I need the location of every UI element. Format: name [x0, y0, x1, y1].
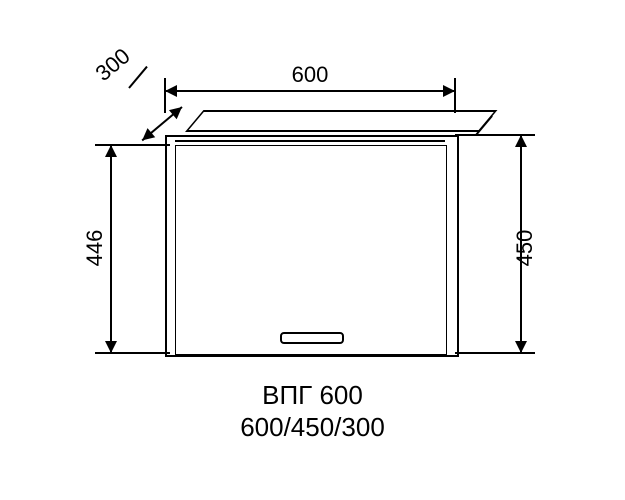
- top-reveal-line: [175, 140, 445, 142]
- dim-height-right-label: 450: [512, 223, 538, 273]
- dim-height-left-arrow: [110, 145, 112, 353]
- dim-width-arrow: [165, 90, 455, 92]
- diagram-title: ВПГ 600: [0, 380, 625, 411]
- diagram-canvas: 600 300 446 450 ВПГ 600 600/450/300: [0, 0, 625, 500]
- cabinet-top-face: [185, 110, 497, 132]
- dim-hright-ext-bot: [455, 352, 535, 354]
- dim-depth-ext: [128, 66, 148, 89]
- dim-hleft-ext-bot: [95, 352, 170, 354]
- dim-hright-ext-top: [455, 134, 535, 136]
- cabinet-door-panel: [175, 145, 447, 355]
- cabinet-handle: [280, 332, 344, 344]
- diagram-subtitle: 600/450/300: [0, 412, 625, 443]
- dim-width-ext-left: [164, 78, 166, 113]
- dim-hleft-ext-top: [95, 144, 170, 146]
- dim-height-left-label: 446: [82, 223, 108, 273]
- dim-width-ext-right: [454, 78, 456, 113]
- dim-width-label: 600: [275, 62, 345, 88]
